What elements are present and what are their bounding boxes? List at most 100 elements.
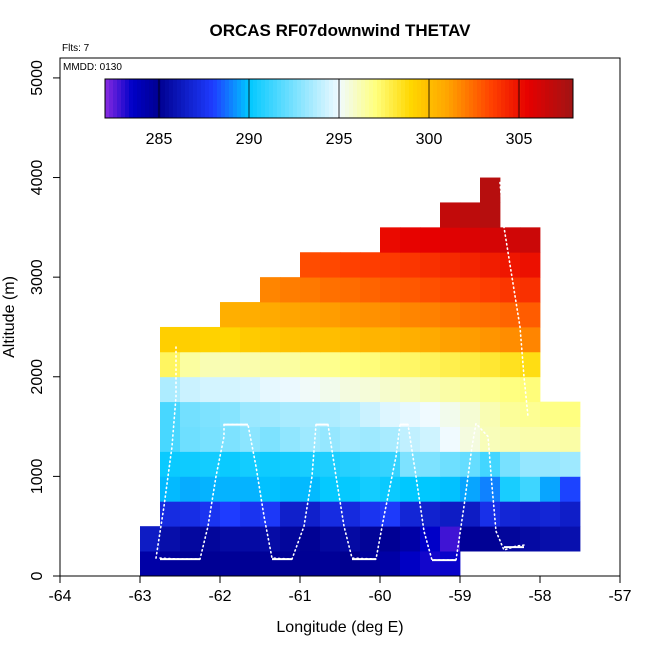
colorbar-segment	[513, 79, 518, 118]
x-tick-label: -60	[368, 588, 391, 605]
heatmap-cell	[180, 476, 201, 502]
heatmap-cell	[240, 376, 261, 403]
heatmap-cell	[340, 351, 361, 378]
colorbar-segment	[189, 79, 194, 118]
heatmap-cell	[380, 476, 401, 502]
heatmap-cell	[440, 401, 461, 427]
heatmap-cell	[300, 426, 321, 452]
colorbar-segment	[197, 79, 202, 118]
colorbar-segment	[145, 79, 150, 118]
heatmap-cell	[400, 476, 421, 502]
colorbar-segment	[181, 79, 186, 118]
heatmap-cell	[400, 302, 421, 328]
heatmap-cell	[540, 501, 561, 527]
colorbar-segment	[565, 79, 570, 118]
colorbar-segment	[125, 79, 130, 118]
colorbar-segment	[205, 79, 210, 118]
colorbar-segment	[465, 79, 470, 118]
heatmap-cell	[280, 401, 301, 427]
heatmap-cell	[160, 451, 181, 477]
heatmap-cell	[220, 526, 241, 552]
heatmap-cell	[180, 451, 201, 477]
colorbar-tick-label: 290	[236, 131, 263, 148]
heatmap-cell	[340, 451, 361, 477]
heatmap-cell	[360, 376, 381, 403]
colorbar-segment	[545, 79, 550, 118]
heatmap-cell	[440, 376, 461, 403]
heatmap-cell	[520, 451, 541, 477]
heatmap-cell	[380, 526, 401, 552]
heatmap-cell	[260, 451, 281, 477]
heatmap-cell	[300, 526, 321, 552]
colorbar-segment	[533, 79, 538, 118]
heatmap-cell	[500, 326, 521, 353]
colorbar-segment	[425, 79, 430, 118]
colorbar-tick-label: 305	[506, 131, 533, 148]
colorbar-segment	[229, 79, 234, 118]
colorbar-segment	[137, 79, 142, 118]
heatmap-cell	[560, 526, 581, 552]
colorbar-segment	[365, 79, 370, 118]
heatmap-cell	[240, 326, 261, 353]
x-tick-label: -58	[528, 588, 551, 605]
heatmap-cell	[460, 401, 481, 427]
colorbar-segment	[285, 79, 290, 118]
heatmap-cell	[320, 451, 341, 477]
heatmap-cell	[220, 326, 241, 353]
heatmap-cell	[260, 376, 281, 403]
heatmap-cell	[500, 401, 521, 427]
heatmap-cell	[500, 501, 521, 527]
heatmap-cell	[300, 476, 321, 502]
heatmap-cell	[300, 551, 321, 577]
colorbar-segment	[401, 79, 406, 118]
colorbar-segment	[489, 79, 494, 118]
heatmap-cell	[280, 277, 301, 303]
heatmap-cell	[180, 426, 201, 452]
heatmap-cell	[260, 551, 281, 577]
heatmap-cell	[320, 351, 341, 378]
heatmap-cell	[160, 351, 181, 378]
heatmap-cell	[480, 376, 501, 403]
heatmap-cell	[300, 376, 321, 403]
heatmap-cell	[380, 277, 401, 303]
heatmap-cell	[460, 227, 481, 253]
date-annotation: MMDD: 0130	[63, 62, 122, 73]
heatmap-cell	[340, 326, 361, 353]
heatmap-cell	[460, 351, 481, 378]
heatmap-cell	[280, 426, 301, 452]
flight-track-line	[155, 346, 177, 559]
heatmap-cell	[280, 351, 301, 378]
heatmap-cell	[400, 426, 421, 452]
y-tick-label: 4000	[29, 160, 46, 196]
heatmap-cell	[160, 526, 181, 552]
colorbar-segment	[237, 79, 242, 118]
colorbar-segment	[553, 79, 558, 118]
colorbar-segment	[233, 79, 238, 118]
x-tick-label: -62	[208, 588, 231, 605]
heatmap-cell	[360, 426, 381, 452]
colorbar-segment	[153, 79, 158, 118]
heatmap-cell	[480, 501, 501, 527]
heatmap-cell	[280, 476, 301, 502]
heatmap-cell	[200, 526, 221, 552]
colorbar-segment	[461, 79, 466, 118]
heatmap-cell	[260, 476, 281, 502]
heatmap-cell	[340, 401, 361, 427]
heatmap-cell	[220, 401, 241, 427]
colorbar-segment	[209, 79, 214, 118]
colorbar-segment	[289, 79, 294, 118]
heatmap-cell	[460, 302, 481, 328]
heatmap-cell	[340, 551, 361, 577]
heatmap-cell	[340, 252, 361, 278]
heatmap-cell	[260, 426, 281, 452]
heatmap-cell	[560, 401, 581, 427]
heatmap-cell	[420, 526, 441, 552]
heatmap-cell	[160, 476, 181, 502]
colorbar-segment	[297, 79, 302, 118]
colorbar-tick-label: 300	[416, 131, 443, 148]
colorbar-segment	[325, 79, 330, 118]
heatmap-cell	[400, 252, 421, 278]
heatmap-cell	[380, 551, 401, 577]
y-tick-label: 2000	[29, 359, 46, 395]
heatmap-cell	[540, 426, 561, 452]
